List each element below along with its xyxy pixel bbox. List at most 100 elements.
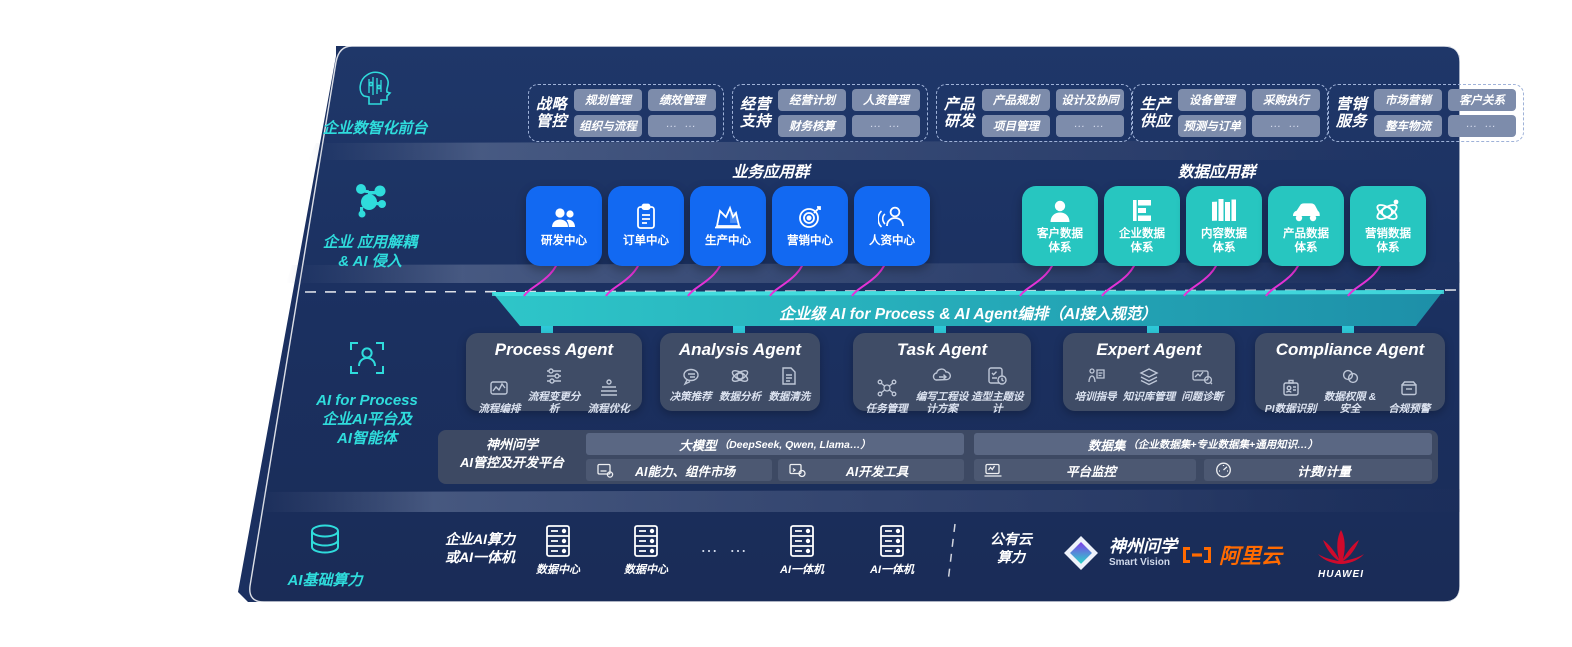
rail-front-office: 企业数智化前台	[300, 66, 450, 139]
agent-card-analysis[interactable]: Analysis Agent 决策推荐 数据分析	[660, 333, 820, 411]
data-card-line1: 营销数据	[1365, 227, 1411, 240]
data-card-content[interactable]: 内容数据 体系	[1186, 186, 1262, 266]
market-gear-icon	[586, 463, 624, 478]
chip[interactable]: 项目管理	[982, 115, 1051, 137]
chip[interactable]: 产品规划	[982, 89, 1051, 111]
platform-cell-dev-tools[interactable]: AI开发工具	[778, 459, 964, 481]
data-card-enterprise[interactable]: 企业数据 体系	[1104, 186, 1180, 266]
app-card-production-center[interactable]: 生产中心	[690, 186, 766, 266]
data-card-marketing[interactable]: 营销数据 体系	[1350, 186, 1426, 266]
chip[interactable]: 财务核算	[778, 115, 847, 137]
infra-node-dc1[interactable]: 数据中心	[518, 524, 598, 577]
app-card-order-center[interactable]: 订单中心	[608, 186, 684, 266]
data-card-line2: 体系	[1212, 241, 1236, 254]
data-card-line1: 内容数据	[1201, 227, 1247, 240]
infra-node-dc2[interactable]: 数据中心	[606, 524, 686, 577]
infra-title: 企业AI算力 或AI一体机	[445, 531, 515, 566]
agent-card-compliance[interactable]: Compliance Agent PI数据识别 数据权限 & 安全	[1255, 333, 1445, 415]
capability-label: 造型主题设计	[971, 391, 1024, 416]
chip-ellipsis[interactable]: … …	[1448, 115, 1517, 137]
platform-llm-header[interactable]: 大模型 （DeepSeek, Qwen, Llama…）	[586, 433, 964, 455]
capability-label: 任务管理	[865, 403, 908, 416]
gauge-icon	[1204, 462, 1242, 478]
platform-cell-monitoring[interactable]: 平台监控	[974, 459, 1196, 481]
app-card-label: 订单中心	[623, 234, 669, 247]
platform-cell-ai-market[interactable]: AI能力、组件市场	[586, 459, 772, 481]
chip[interactable]: 规划管理	[574, 89, 643, 111]
chip[interactable]: 组织与流程	[574, 115, 643, 137]
chip-ellipsis[interactable]: … …	[648, 115, 717, 137]
agent-capability[interactable]: 流程编排	[472, 376, 527, 415]
top-group-marketing-service[interactable]: 营销 服务 市场营销 客户关系 整车物流 … …	[1328, 84, 1524, 142]
teaching-icon	[1069, 364, 1122, 388]
agent-capability[interactable]: 问题诊断	[1176, 364, 1229, 403]
infra-public-cloud: 公有云 算力	[990, 531, 1032, 566]
chip[interactable]: 采购执行	[1252, 89, 1321, 111]
agent-capability[interactable]: 培训指导	[1069, 364, 1122, 403]
agent-capability[interactable]: 知识库管理	[1122, 364, 1175, 403]
chip-ellipsis[interactable]: … …	[1252, 115, 1321, 137]
agent-capability[interactable]: 流程变更分析	[527, 364, 582, 415]
ai-orchestration-banner[interactable]: 企业级 AI for Process & AI Agent编排（AI接入规范）	[492, 292, 1444, 326]
car-icon	[1291, 197, 1321, 223]
chip[interactable]: 绩效管理	[648, 89, 717, 111]
rail-label: 企业数智化前台	[322, 120, 428, 137]
agent-capability[interactable]: 造型主题设计	[970, 364, 1025, 415]
top-group-operations[interactable]: 经营 支持 经营计划 人资管理 财务核算 … …	[732, 84, 928, 142]
rail-ai-compute: AI基础算力	[250, 520, 400, 591]
agent-capability[interactable]: 数据权限 & 安全	[1320, 364, 1379, 415]
agent-capability[interactable]: 编写工程设计方案	[914, 364, 969, 415]
chip[interactable]: 人资管理	[852, 89, 921, 111]
app-card-marketing-center[interactable]: 营销中心	[772, 186, 848, 266]
group-title: 战略 管控	[536, 95, 568, 130]
app-card-rd-center[interactable]: 研发中心	[526, 186, 602, 266]
agent-card-task[interactable]: Task Agent 任务管理 编写工程设计方案	[853, 333, 1031, 415]
shenzhou-wenxue-logo[interactable]: 神州问学 Smart Vision	[1060, 532, 1177, 574]
building-icon	[1130, 197, 1155, 223]
agent-capability[interactable]: 合规预警	[1380, 376, 1439, 415]
rail-label-sub: & AI 侵入	[338, 252, 402, 270]
agent-title: Analysis Agent	[678, 340, 802, 359]
chip[interactable]: 设备管理	[1178, 89, 1247, 111]
agent-capability[interactable]: 流程优化	[581, 376, 636, 415]
chip[interactable]: 客户关系	[1448, 89, 1517, 111]
top-group-product-rd[interactable]: 产品 研发 产品规划 设计及协同 项目管理 … …	[936, 84, 1132, 142]
chip-ellipsis[interactable]: … …	[852, 115, 921, 137]
agent-capability[interactable]: 任务管理	[859, 376, 914, 415]
agent-capability[interactable]: 数据分析	[715, 364, 764, 403]
top-group-production-supply[interactable]: 生产 供应 设备管理 采购执行 预测与订单 … …	[1132, 84, 1328, 142]
platform-cell-billing[interactable]: 计费/计量	[1204, 459, 1432, 481]
capability-label: 编写工程设计方案	[915, 391, 969, 416]
chip-ellipsis[interactable]: … …	[1056, 115, 1125, 137]
platform-dataset-header[interactable]: 数据集 （企业数据集+专业数据集+通用知识…）	[974, 433, 1432, 455]
network-icon	[859, 376, 914, 400]
agent-capability[interactable]: 数据清洗	[765, 364, 814, 403]
agent-capability[interactable]: 决策推荐	[666, 364, 715, 403]
chip[interactable]: 经营计划	[778, 89, 847, 111]
infra-node-ai1[interactable]: AI一体机	[762, 524, 842, 577]
data-card-line2: 体系	[1376, 241, 1400, 254]
huawei-logo[interactable]: HUAWEI	[1310, 528, 1372, 580]
id-badge-icon	[1261, 376, 1320, 400]
agent-card-expert[interactable]: Expert Agent 培训指导 知识库管理	[1063, 333, 1235, 411]
chip[interactable]: 设计及协同	[1056, 89, 1125, 111]
data-card-customer[interactable]: 客户数据 体系	[1022, 186, 1098, 266]
data-card-line2: 体系	[1048, 241, 1072, 254]
agent-card-process[interactable]: Process Agent 流程编排 流程变更分析	[466, 333, 642, 415]
chip[interactable]: 市场营销	[1374, 89, 1443, 111]
infra-node-ai2[interactable]: AI一体机	[852, 524, 932, 577]
data-card-product[interactable]: 产品数据 体系	[1268, 186, 1344, 266]
agent-capability[interactable]: PI数据识别	[1261, 376, 1320, 415]
aliyun-logo[interactable]: 阿里云	[1180, 540, 1282, 570]
users-icon	[550, 204, 578, 230]
app-card-hr-center[interactable]: 人资中心	[854, 186, 930, 266]
server-icon	[518, 524, 598, 558]
brain-head-icon	[300, 66, 450, 114]
group-title: 经营 支持	[740, 95, 772, 130]
chip[interactable]: 整车物流	[1374, 115, 1443, 137]
stack-icon	[1122, 364, 1175, 388]
chip[interactable]: 预测与订单	[1178, 115, 1247, 137]
logo-text: 阿里云	[1219, 545, 1282, 568]
archive-icon	[1380, 376, 1439, 400]
top-group-strategy[interactable]: 战略 管控 规划管理 绩效管理 组织与流程 … …	[528, 84, 724, 142]
